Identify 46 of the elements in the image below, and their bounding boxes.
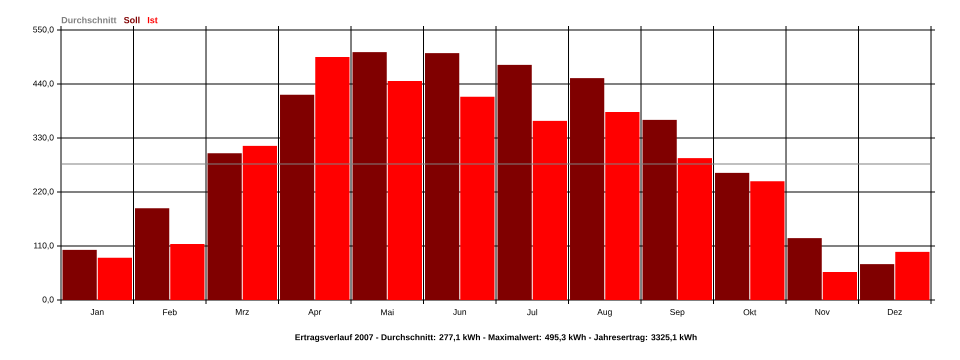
- x-tick-label: Jan: [90, 309, 104, 315]
- x-tick-label: Feb: [163, 309, 177, 316]
- x-tick-label: Sep: [670, 309, 684, 317]
- bar: [280, 94, 314, 300]
- bar: [498, 64, 532, 300]
- bar: [715, 172, 750, 300]
- bar: [170, 244, 205, 300]
- bar: [425, 53, 460, 300]
- bar: [532, 120, 568, 300]
- bar: [822, 272, 858, 300]
- bar: [315, 57, 350, 300]
- bar: [788, 238, 822, 300]
- x-tick-label: Jul: [526, 309, 538, 316]
- y-tick-label: 330,0: [33, 134, 54, 142]
- text: Soll: [124, 16, 140, 24]
- x-tick-label: Mrz: [236, 309, 249, 315]
- text: Ist: [148, 17, 158, 24]
- y-tick-label: 550,0: [33, 26, 54, 34]
- bar: [860, 264, 894, 300]
- bar: [98, 258, 132, 300]
- x-tick-label: Aug: [597, 309, 612, 317]
- x-tick-label: Apr: [308, 309, 322, 317]
- bar: [352, 52, 387, 300]
- y-tick-label: 220,0: [33, 188, 54, 196]
- bar: [750, 181, 785, 300]
- bar: [570, 78, 604, 300]
- bar: [678, 158, 712, 300]
- x-tick-label: Nov: [815, 309, 830, 315]
- bar: [460, 96, 495, 300]
- y-tick-label: 440,0: [32, 80, 54, 88]
- bar: [208, 153, 242, 300]
- bar: [388, 81, 422, 300]
- x-tick-label: Mai: [381, 309, 394, 316]
- x-tick-label: Jun: [453, 309, 466, 315]
- bar: [242, 146, 278, 300]
- y-tick-label: 0,0: [42, 296, 54, 304]
- x-tick-label: Okt: [744, 309, 756, 316]
- bar: [62, 250, 97, 300]
- ref-line-label: Durchschnitt: [62, 16, 116, 24]
- bar: [605, 112, 640, 300]
- bar: [895, 252, 930, 300]
- bar: [135, 208, 170, 300]
- x-tick-label: Dez: [888, 309, 902, 315]
- y-tick-label: 110,0: [34, 242, 54, 250]
- text: Ertragsverlauf 2007 - Durchschnitt: 277,1 kWh - Maximalwert: 495,3 kWh - Jahresertrag: 3325,1 kWh: [295, 334, 697, 342]
- bar: [642, 120, 677, 300]
